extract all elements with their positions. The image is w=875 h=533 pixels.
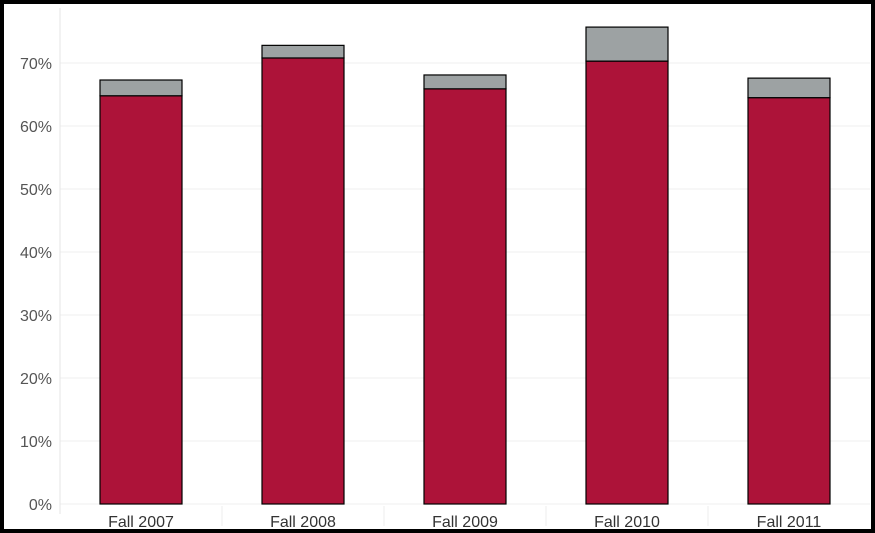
bar-segment-top	[99, 79, 183, 97]
bar-segment-top	[747, 77, 831, 99]
bars	[99, 26, 831, 505]
x-tick-label: Fall 2008	[270, 514, 336, 529]
x-tick-label: Fall 2010	[594, 514, 660, 529]
y-tick-label: 0%	[29, 497, 52, 514]
y-tick-label: 10%	[20, 434, 52, 451]
bar-segment-main	[747, 97, 831, 505]
bar-segment-main	[261, 57, 345, 505]
y-tick-label: 40%	[20, 245, 52, 262]
stacked-bar-chart: 0%10%20%30%40%50%60%70% Fall 2007 Fall 20…	[20, 8, 870, 529]
x-tick-label: Fall 2011	[757, 514, 822, 529]
x-axis: Fall 2007 Fall 2008 Fall 2009 Fall 2010 Fall…	[108, 506, 821, 529]
y-tick-label: 20%	[20, 371, 52, 388]
y-tick-label: 60%	[20, 119, 52, 136]
bar-segment-top	[261, 44, 345, 59]
x-tick-label: Fall 2009	[432, 514, 498, 529]
bar-segment-top	[585, 26, 669, 62]
bar-segment-top	[423, 74, 507, 90]
y-tick-label: 70%	[20, 56, 52, 73]
y-tick-label: 50%	[20, 182, 52, 199]
x-tick-label: Fall 2007	[108, 514, 174, 529]
bar-segment-main	[99, 95, 183, 505]
bar-segment-main	[585, 60, 669, 505]
chart-frame: 0% 10% 20% 30% 40% 50% 60% 70% Fall 2007 Fall 20…	[4, 4, 871, 529]
y-tick-label: 30%	[20, 308, 52, 325]
y-axis: 0% 10% 20% 30% 40% 50% 60% 70%	[20, 8, 61, 514]
bar-segment-main	[423, 88, 507, 505]
